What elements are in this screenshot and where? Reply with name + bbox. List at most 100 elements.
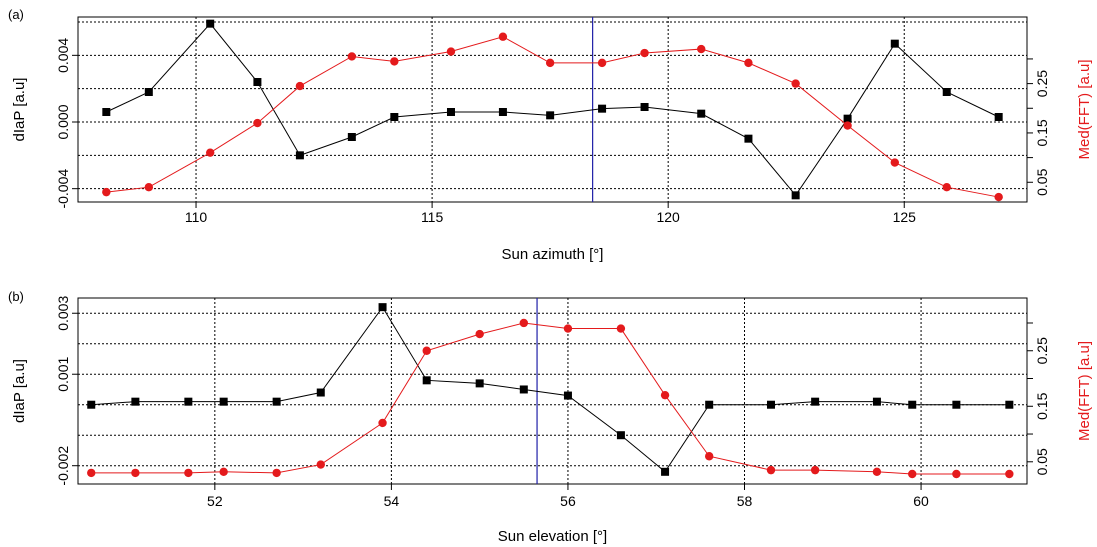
panel-a-medfft-point	[597, 58, 607, 68]
panel-a-x-tick-label: 115	[421, 209, 444, 225]
panel-a-x-axis-title: Sun azimuth [°]	[502, 246, 604, 263]
panel-b-left-tick-label: 0.001	[55, 357, 71, 392]
panel-b-diap-point	[811, 397, 820, 406]
panel-a-diap-line	[106, 22, 999, 197]
panel-b-diap-point	[952, 400, 961, 409]
panel-b-medfft-point	[475, 329, 484, 339]
panel-a-x-tick-label: 110	[185, 209, 208, 225]
panel-a-medfft-point	[942, 183, 951, 192]
panel-b-medfft-point	[952, 469, 961, 479]
panel-b-label: (b)	[8, 289, 24, 304]
panel-b-x-tick-label: 54	[384, 493, 400, 509]
panel-b-diap-point	[519, 385, 528, 394]
panel-a-plot-frame	[77, 16, 1028, 203]
panel-a-left-axis-title: dIaP [a.u]	[11, 78, 28, 142]
panel-b-medfft-line	[91, 322, 1010, 475]
panel-a-grid	[78, 17, 1027, 202]
panel-a-left-tick-label: -0.004	[55, 169, 71, 209]
panel-b-x-axis-title: Sun elevation [°]	[498, 528, 607, 545]
panel-b-medfft-point	[519, 318, 529, 328]
panel-b-medfft-point	[378, 418, 387, 428]
panel-a-diap-point	[640, 103, 649, 111]
panel-b-medfft-point	[1005, 469, 1014, 479]
panel-b-diap-point	[272, 397, 281, 406]
panel-a-diap-point	[295, 151, 304, 160]
panel-b-medfft-point	[87, 468, 96, 478]
panel-a-medfft-point	[890, 158, 900, 167]
panel-a-medfft-point	[295, 81, 305, 91]
panel-a-medfft-point	[843, 121, 852, 130]
panel-b-x-axis: 52 54 56 58 60	[207, 484, 929, 509]
panel-b-grid	[78, 298, 1027, 484]
panel-a-diap-point	[791, 191, 800, 200]
panel-b-diap-point	[563, 391, 572, 400]
panel-b-series	[87, 303, 1014, 479]
panel-a-diap-point	[144, 88, 153, 96]
panel-a-medfft-point	[390, 57, 399, 66]
panel-a-diap-point	[890, 39, 899, 48]
panel-a-left-tick-label: 0.000	[55, 104, 71, 139]
panel-a-medfft-point	[144, 183, 154, 192]
panel-a-diap-point	[994, 113, 1003, 121]
panel-b-diap-point	[422, 376, 431, 385]
panel-a-right-tick-label: 0.25	[1034, 70, 1050, 97]
panel-b-diap-point	[378, 303, 387, 312]
panel-b-left-tick-label: 0.003	[55, 296, 71, 331]
panel-a-diap-point	[446, 108, 455, 116]
panel-a-left-axis: -0.004 0.000 0.004	[55, 38, 78, 209]
panel-a-right-axis-title: Med(FFT) [a.u]	[1076, 59, 1093, 159]
panel-b-medfft-point	[810, 465, 820, 475]
panel-b-x-tick-label: 58	[737, 493, 753, 509]
panel-b-diap-point	[184, 397, 193, 406]
panel-b-medfft-point	[316, 460, 325, 469]
panel-a-medfft-point	[498, 32, 508, 41]
panel-b-left-tick-label: -0.002	[55, 446, 71, 486]
panel-a-series	[102, 19, 1003, 202]
panel-a-medfft-point	[253, 118, 262, 128]
panel-b-diap-point	[87, 400, 96, 409]
panel-a-x-tick-label: 125	[893, 209, 917, 225]
panel-a-right-tick-label: 0.15	[1034, 119, 1050, 146]
panel-a-medfft-point	[791, 79, 800, 88]
panel-b-x-tick-label: 60	[913, 493, 929, 509]
panel-a-diap-point	[598, 104, 607, 113]
panel-b-right-tick-label: 0.05	[1034, 448, 1050, 475]
panel-a-diap-point	[697, 109, 706, 118]
panel-b-medfft-point	[704, 452, 714, 461]
panel-a-diap-point	[347, 133, 356, 141]
panel-b-right-tick-label: 0.15	[1034, 392, 1050, 419]
panel-b-diap-point	[316, 388, 325, 397]
panel-a-right-tick-label: 0.05	[1034, 168, 1050, 195]
panel-a-medfft-point	[545, 58, 555, 68]
panel-a-x-axis: 110 115 120 125	[185, 202, 916, 225]
panel-a-diap-point	[102, 108, 111, 116]
panel-b-diap-point	[661, 467, 670, 476]
panel-a-diap-point	[206, 19, 215, 28]
panel-b-medfft-point	[766, 465, 776, 475]
panel-b-medfft-point	[563, 324, 573, 333]
panel-b-medfft-point	[219, 467, 228, 476]
panel-b-diap-point	[219, 397, 228, 406]
panel-a-label: (a)	[8, 7, 24, 22]
panel-a-medfft-point	[446, 47, 456, 56]
panel-b-diap-point	[131, 397, 140, 406]
panel-b-right-tick-label: 0.25	[1034, 337, 1050, 364]
panel-b-left-axis: -0.002 0.001 0.003	[55, 296, 78, 486]
panel-b-diap-point	[872, 397, 881, 406]
panel-b: (b) 52 54 56 58 60 -0.002 0.001 0.003 0.05 0.15…	[8, 289, 1093, 545]
panel-b-diap-point	[908, 400, 917, 409]
panel-a-medfft-point	[744, 58, 753, 68]
panel-b-diap-point	[475, 379, 484, 388]
panel-b-diap-line	[91, 306, 1010, 473]
panel-b-plot-frame	[77, 297, 1028, 485]
panel-a-diap-point	[390, 113, 399, 121]
panel-a-diap-point	[253, 78, 262, 86]
panel-b-medfft-point	[660, 390, 670, 400]
panel-b-medfft-point	[908, 469, 917, 479]
panel-b-left-axis-title: dIaP [a.u]	[11, 359, 28, 423]
panel-a-medfft-point	[994, 192, 1003, 202]
panel-a-diap-point	[546, 111, 555, 120]
panel-a-medfft-point	[102, 187, 111, 197]
